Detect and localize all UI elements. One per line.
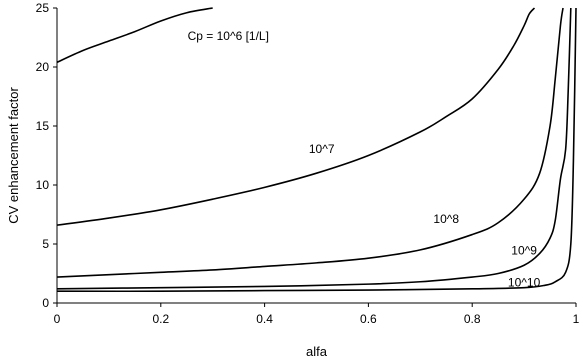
series-label-4: 10^10: [508, 275, 541, 289]
y-tick-label: 5: [42, 237, 49, 251]
series-line-2: [57, 7, 564, 278]
x-tick-label: 0.4: [256, 312, 273, 326]
x-tick-label: 0.2: [152, 312, 169, 326]
series-line-1: [57, 7, 536, 226]
x-axis: 0 0.2 0.4 0.6 0.8 1: [54, 302, 580, 326]
series-label-1: 10^7: [309, 142, 335, 156]
y-tick-label: 15: [36, 119, 50, 133]
series-lines: [57, 7, 577, 293]
x-axis-title: alfa: [306, 344, 328, 359]
y-tick-label: 25: [36, 1, 50, 15]
series-line-3: [57, 7, 572, 290]
series-label-3: 10^9: [511, 244, 537, 258]
series-line-0: [57, 7, 213, 64]
series-line-4: [57, 7, 577, 293]
y-axis-title: CV enhancement factor: [6, 87, 21, 224]
y-axis: 0 5 10 15 20 25: [36, 1, 58, 310]
x-tick-label: 0.6: [360, 312, 377, 326]
x-tick-label: 0.8: [464, 312, 481, 326]
y-tick-label: 10: [36, 178, 50, 192]
y-tick-label: 20: [36, 60, 50, 74]
x-tick-label: 0: [54, 312, 61, 326]
x-tick-label: 1: [573, 312, 580, 326]
plot-area: Cp = 10^6 [1/L] 10^7 10^8 10^9 10^10: [57, 7, 577, 293]
series-label-2: 10^8: [433, 212, 459, 226]
series-label-0: Cp = 10^6 [1/L]: [188, 29, 269, 43]
y-tick-label: 0: [42, 296, 49, 310]
